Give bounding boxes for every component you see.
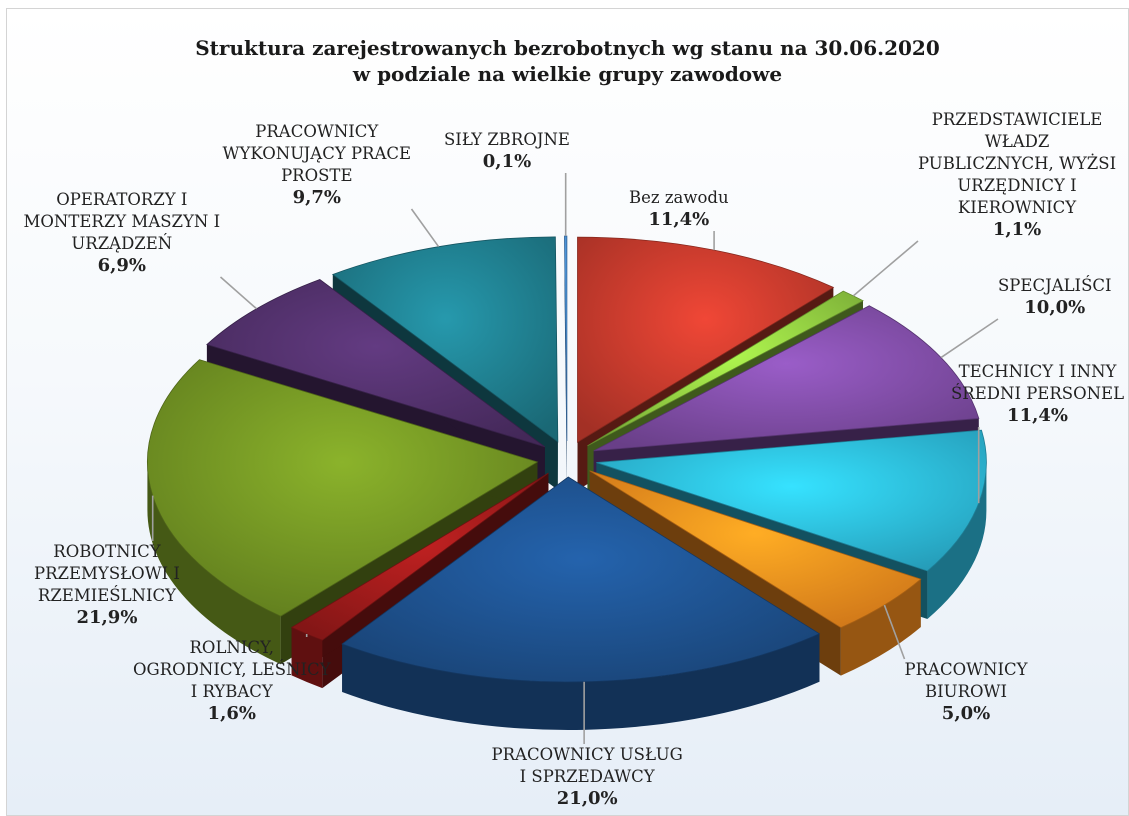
slice-label-value: 1,1%: [918, 219, 1116, 241]
slice-label-6: ROLNICY, OGRODNICY, LEŚNICY I RYBACY 1,6%: [133, 637, 331, 725]
slice-label-value: 6,9%: [24, 255, 221, 277]
chart-frame: Struktura zarejestrowanych bezrobotnych …: [6, 8, 1129, 816]
slice-label-value: 5,0%: [905, 703, 1028, 725]
slice-label-name: PRACOWNICY USŁUG I SPRZEDAWCY: [492, 744, 683, 788]
slice-label-name: PRACOWNICY WYKONUJĄCY PRACE PROSTE: [223, 121, 412, 187]
slice-label-value: 10,0%: [998, 297, 1112, 319]
slice-label-9: PRACOWNICY WYKONUJĄCY PRACE PROSTE 9,7%: [223, 121, 412, 209]
slice-10: [564, 236, 566, 441]
slice-label-value: 1,6%: [133, 703, 331, 725]
slice-label-value: 9,7%: [223, 187, 412, 209]
leader-line-2: [941, 319, 998, 358]
leader-line-8: [221, 277, 257, 309]
slice-label-0: Bez zawodu 11,4%: [629, 187, 729, 231]
slice-label-name: PRACOWNICY BIUROWI: [905, 659, 1028, 703]
slice-label-2: SPECJALIŚCI 10,0%: [998, 275, 1112, 319]
slice-label-name: PRZEDSTAWICIELE WŁADZ PUBLICZNYCH, WYŻSI…: [918, 109, 1116, 219]
slice-label-name: ROBOTNICY PRZEMYSŁOWI I RZEMIEŚLNICY: [34, 541, 180, 607]
slice-label-name: Bez zawodu: [629, 187, 729, 209]
slice-label-1: PRZEDSTAWICIELE WŁADZ PUBLICZNYCH, WYŻSI…: [918, 109, 1116, 241]
slice-label-7: ROBOTNICY PRZEMYSŁOWI I RZEMIEŚLNICY 21,9…: [34, 541, 180, 629]
slice-label-value: 21,0%: [492, 788, 683, 810]
slice-label-4: PRACOWNICY BIUROWI 5,0%: [905, 659, 1028, 725]
slice-label-value: 11,4%: [629, 209, 729, 231]
slice-label-10: SIŁY ZBROJNE 0,1%: [444, 129, 570, 173]
chart-title: Struktura zarejestrowanych bezrobotnych …: [7, 35, 1128, 61]
slice-label-value: 0,1%: [444, 151, 570, 173]
slice-label-name: TECHNICY I INNY ŚREDNI PERSONEL: [951, 361, 1124, 405]
slice-label-name: ROLNICY, OGRODNICY, LEŚNICY I RYBACY: [133, 637, 331, 703]
leader-line-9: [412, 209, 439, 247]
chart-title-block: Struktura zarejestrowanych bezrobotnych …: [7, 35, 1128, 87]
chart-subtitle: w podziale na wielkie grupy zawodowe: [7, 61, 1128, 87]
slice-label-value: 21,9%: [34, 607, 180, 629]
slice-label-3: TECHNICY I INNY ŚREDNI PERSONEL 11,4%: [951, 361, 1124, 427]
slice-label-value: 11,4%: [951, 405, 1124, 427]
leader-line-1: [853, 241, 918, 296]
slice-label-name: SIŁY ZBROJNE: [444, 129, 570, 151]
slice-label-name: SPECJALIŚCI: [998, 275, 1112, 297]
slice-label-5: PRACOWNICY USŁUG I SPRZEDAWCY 21,0%: [492, 744, 683, 810]
slice-label-name: OPERATORZY I MONTERZY MASZYN I URZĄDZEŃ: [24, 189, 221, 255]
slice-label-8: OPERATORZY I MONTERZY MASZYN I URZĄDZEŃ 6…: [24, 189, 221, 277]
